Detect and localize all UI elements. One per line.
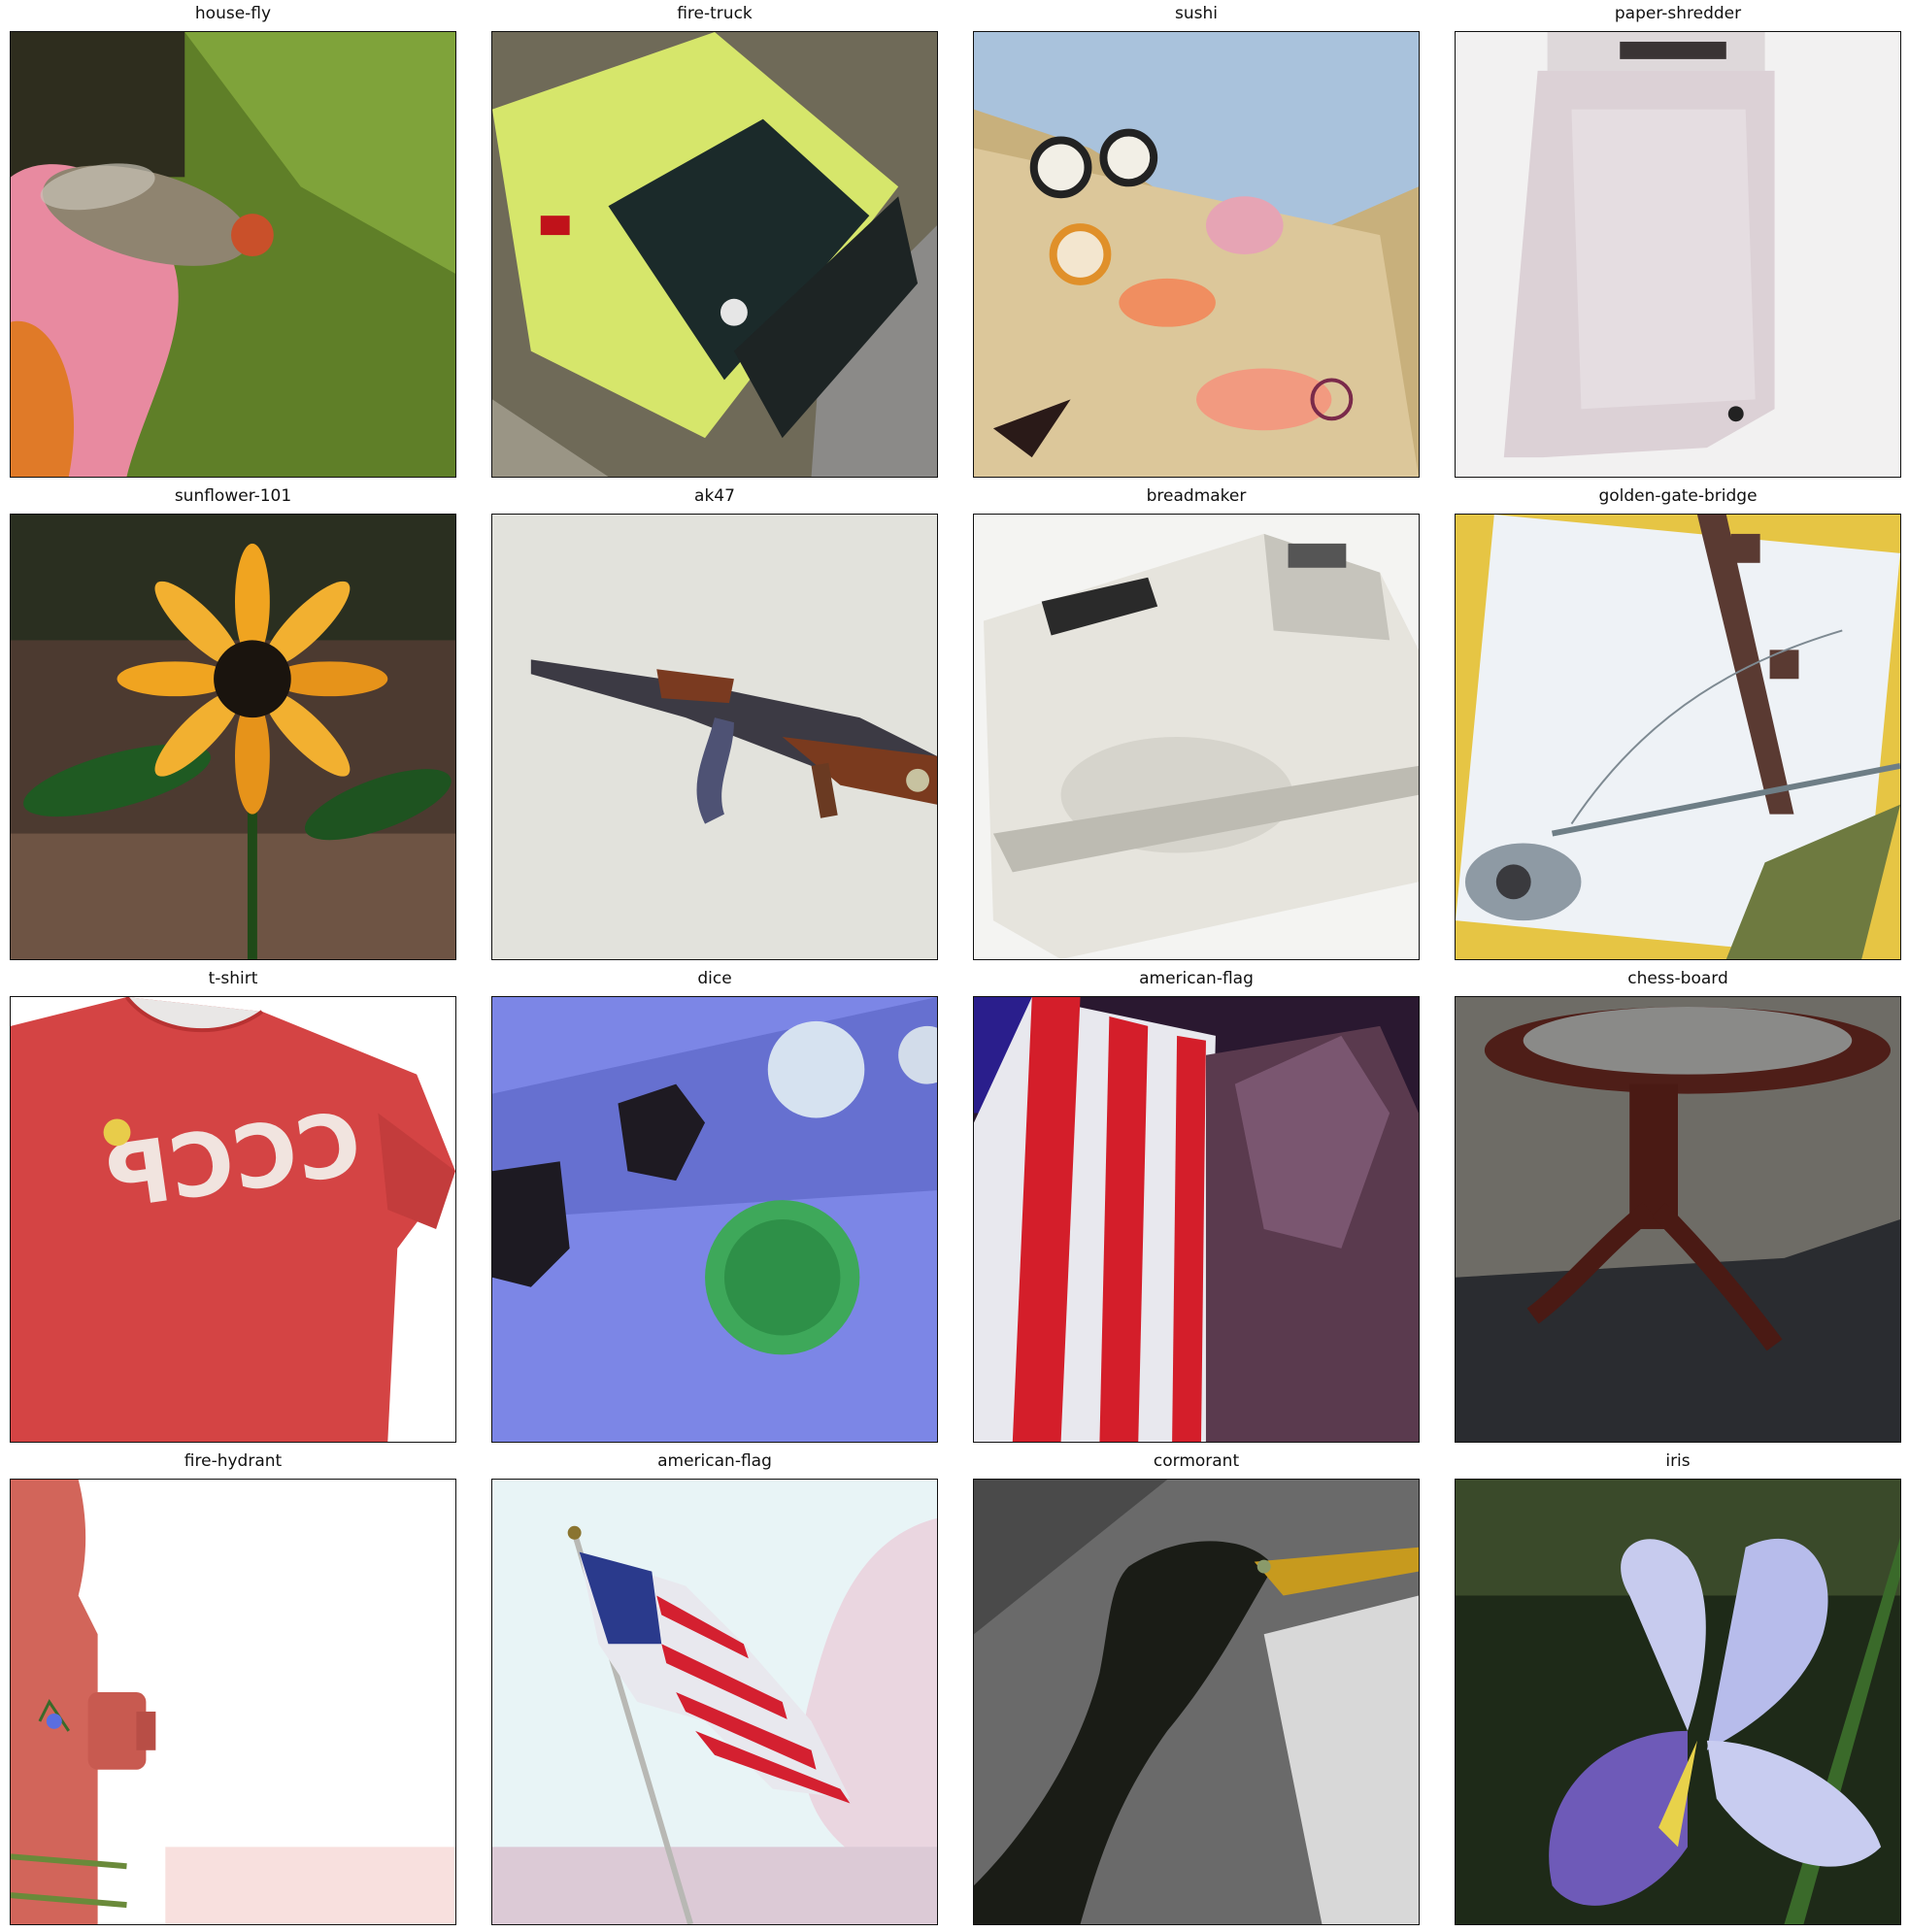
- panel-title: ak47: [694, 486, 735, 506]
- panel-fire-hydrant: fire-hydrant: [10, 1448, 456, 1925]
- flag-image: [491, 1479, 938, 1925]
- shredder-image: [1455, 31, 1901, 478]
- flag-icon: [974, 997, 1419, 1442]
- panel-american-flag-2: american-flag: [491, 1448, 938, 1925]
- panel-american-flag: american-flag: [973, 965, 1420, 1443]
- panel-ak47: ak47: [491, 483, 938, 960]
- panel-title: american-flag: [1139, 969, 1254, 988]
- panel-title: paper-shredder: [1614, 4, 1742, 23]
- dice-icon: [492, 997, 937, 1442]
- flag-image: [973, 996, 1420, 1443]
- housefly-image: [10, 31, 456, 478]
- iris-icon: [1456, 1480, 1900, 1924]
- panel-golden-gate-bridge: golden-gate-bridge: [1455, 483, 1901, 960]
- tshirt-icon: CCCP: [11, 997, 455, 1442]
- rifle-icon: [492, 515, 937, 959]
- panel-chess-board: chess-board: [1455, 965, 1901, 1443]
- cormorant-image: [973, 1479, 1420, 1925]
- panel-sushi: sushi: [973, 0, 1420, 478]
- hydrant-image: [10, 1479, 456, 1925]
- breadmaker-icon: [974, 515, 1419, 959]
- panel-cormorant: cormorant: [973, 1448, 1420, 1925]
- sunflower-image: [10, 514, 456, 960]
- chessboard-image: [1455, 996, 1901, 1443]
- panel-paper-shredder: paper-shredder: [1455, 0, 1901, 478]
- panel-title: sunflower-101: [174, 486, 292, 506]
- panel-title: iris: [1665, 1451, 1691, 1471]
- panel-title: t-shirt: [208, 969, 258, 988]
- panel-title: fire-hydrant: [184, 1451, 283, 1471]
- iris-image: [1455, 1479, 1901, 1925]
- panel-title: dice: [697, 969, 732, 988]
- firetruck-image: [491, 31, 938, 478]
- panel-title: sushi: [1175, 4, 1218, 23]
- rifle-image: [491, 514, 938, 960]
- panel-title: fire-truck: [677, 4, 753, 23]
- panel-title: house-fly: [194, 4, 272, 23]
- chessboard-icon: [1456, 997, 1900, 1442]
- hydrant-icon: [11, 1480, 455, 1924]
- panel-breadmaker: breadmaker: [973, 483, 1420, 960]
- panel-title: american-flag: [657, 1451, 772, 1471]
- panel-title: cormorant: [1153, 1451, 1240, 1471]
- dice-image: [491, 996, 938, 1443]
- cormorant-icon: [974, 1480, 1419, 1924]
- panel-t-shirt: t-shirt CCCP: [10, 965, 456, 1443]
- sunflower-icon: [11, 515, 455, 959]
- bridge-icon: [1456, 515, 1900, 959]
- breadmaker-image: [973, 514, 1420, 960]
- firetruck-icon: [492, 32, 937, 477]
- sushi-image: [973, 31, 1420, 478]
- panel-dice: dice: [491, 965, 938, 1443]
- panel-sunflower-101: sunflower-101: [10, 483, 456, 960]
- panel-iris: iris: [1455, 1448, 1901, 1925]
- sushi-icon: [974, 32, 1419, 477]
- panel-title: breadmaker: [1146, 486, 1247, 506]
- shredder-icon: [1456, 32, 1900, 477]
- housefly-icon: [11, 32, 455, 477]
- panel-title: golden-gate-bridge: [1598, 486, 1758, 506]
- panel-fire-truck: fire-truck: [491, 0, 938, 478]
- flag-icon: [492, 1480, 937, 1924]
- panel-title: chess-board: [1627, 969, 1728, 988]
- panel-house-fly: house-fly: [10, 0, 456, 478]
- bridge-image: [1455, 514, 1901, 960]
- tshirt-image: CCCP: [10, 996, 456, 1443]
